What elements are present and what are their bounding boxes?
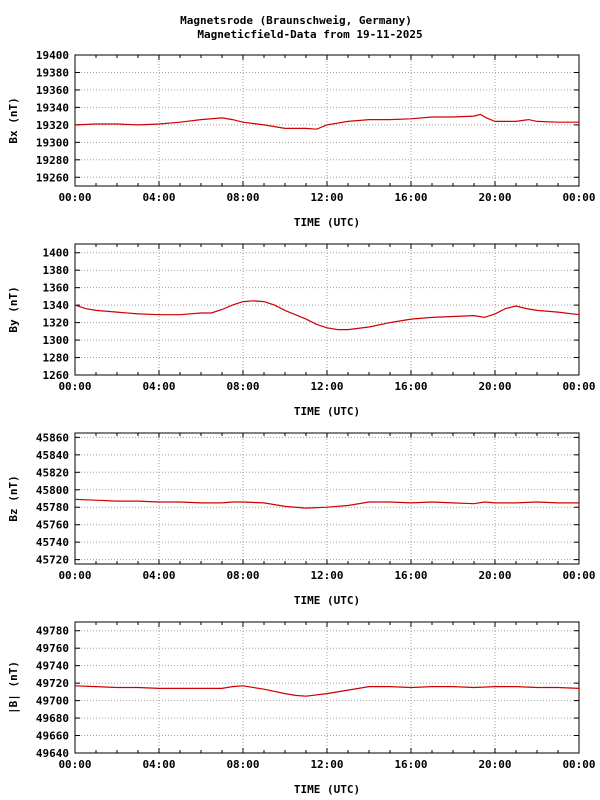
y-tick-label: 45800 [36, 484, 69, 497]
y-tick-label: 1320 [43, 317, 70, 330]
x-tick-label: 00:00 [562, 191, 595, 204]
x-tick-label: 16:00 [394, 569, 427, 582]
y-tick-label: 45820 [36, 466, 69, 479]
x-tick-label: 12:00 [310, 569, 343, 582]
y-tick-label: 19300 [36, 136, 69, 149]
x-axis-label: TIME (UTC) [294, 216, 360, 229]
x-tick-label: 04:00 [142, 569, 175, 582]
x-tick-label: 16:00 [394, 380, 427, 393]
x-axis-label: TIME (UTC) [294, 783, 360, 796]
y-tick-label: 49660 [36, 730, 69, 743]
y-tick-label: 1340 [43, 299, 70, 312]
y-tick-label: 49700 [36, 695, 69, 708]
y-axis-label: By (nT) [7, 286, 20, 332]
y-tick-label: 19340 [36, 101, 69, 114]
y-tick-label: 49760 [36, 642, 69, 655]
x-tick-label: 08:00 [226, 191, 259, 204]
x-tick-label: 20:00 [478, 569, 511, 582]
series-line [74, 685, 580, 697]
x-tick-label: 20:00 [478, 758, 511, 771]
y-tick-label: 19320 [36, 119, 69, 132]
x-axis-label: TIME (UTC) [294, 405, 360, 418]
y-axis-label: |B| (nT) [7, 661, 20, 714]
x-tick-label: 00:00 [562, 569, 595, 582]
x-tick-label: 00:00 [562, 758, 595, 771]
y-tick-label: 1400 [43, 247, 70, 260]
y-tick-label: 45740 [36, 536, 69, 549]
chart-panel-2: 00:00 04:00 08:00 12:00 16:00 20:00 00:00 45720… [7, 431, 596, 607]
y-tick-label: 45760 [36, 519, 69, 532]
y-tick-label: 49640 [36, 747, 69, 760]
x-tick-label: 00:00 [58, 191, 91, 204]
y-tick-label: 19380 [36, 66, 69, 79]
y-tick-label: 1380 [43, 264, 70, 277]
x-tick-label: 00:00 [58, 380, 91, 393]
y-tick-label: 1280 [43, 352, 70, 365]
x-tick-label: 20:00 [478, 380, 511, 393]
y-tick-label: 1300 [43, 334, 70, 347]
x-tick-label: 16:00 [394, 758, 427, 771]
figure-title-line1: Magnetsrode (Braunschweig, Germany) [180, 14, 412, 27]
chart-panel-0: 00:00 04:00 08:00 12:00 16:00 20:00 00:00 19260… [7, 49, 596, 229]
x-tick-label: 16:00 [394, 191, 427, 204]
x-tick-label: 00:00 [58, 569, 91, 582]
chart-panel-3: 00:00 04:00 08:00 12:00 16:00 20:00 00:0049640… [7, 621, 596, 796]
y-tick-label: 19400 [36, 49, 69, 62]
x-axis-label: TIME (UTC) [294, 594, 360, 607]
series-line [74, 300, 580, 331]
x-tick-label: 08:00 [226, 758, 259, 771]
figure-title-line2: Magneticfield-Data from 19-11-2025 [197, 28, 422, 41]
plot-frame [74, 432, 580, 565]
plot-frame [74, 243, 580, 376]
y-tick-label: 19260 [36, 171, 69, 184]
y-axis-label: Bz (nT) [7, 475, 20, 521]
x-tick-label: 04:00 [142, 758, 175, 771]
y-tick-label: 49740 [36, 660, 69, 673]
y-tick-label: 45720 [36, 554, 69, 567]
y-tick-label: 49680 [36, 712, 69, 725]
x-tick-label: 00:00 [58, 758, 91, 771]
y-tick-label: 1260 [43, 369, 70, 382]
y-tick-label: 49720 [36, 677, 69, 690]
x-tick-label: 12:00 [310, 380, 343, 393]
chart-panels: 00:00 04:00 08:00 12:00 16:00 20:00 00:00 19260… [7, 49, 596, 796]
y-tick-label: 45780 [36, 501, 69, 514]
x-tick-label: 20:00 [478, 191, 511, 204]
series-line [74, 113, 579, 130]
y-tick-label: 19280 [36, 154, 69, 167]
x-tick-label: 00:00 [562, 380, 595, 393]
x-tick-label: 04:00 [142, 380, 175, 393]
plot-frame [74, 621, 580, 754]
y-tick-label: 1360 [43, 282, 70, 295]
y-tick-label: 49780 [36, 625, 69, 638]
y-axis-label: Bx (nT) [7, 97, 20, 143]
plot-frame [74, 54, 580, 187]
series-line [74, 498, 579, 509]
x-tick-label: 12:00 [310, 758, 343, 771]
y-tick-label: 19360 [36, 84, 69, 97]
y-tick-label: 45860 [36, 431, 69, 444]
x-tick-label: 08:00 [226, 569, 259, 582]
x-tick-label: 08:00 [226, 380, 259, 393]
x-tick-label: 12:00 [310, 191, 343, 204]
chart-panel-1: 00:00 04:00 08:00 12:00 16:00 20:00 00:0012601… [7, 243, 596, 418]
y-tick-label: 45840 [36, 449, 69, 462]
x-tick-label: 04:00 [142, 191, 175, 204]
